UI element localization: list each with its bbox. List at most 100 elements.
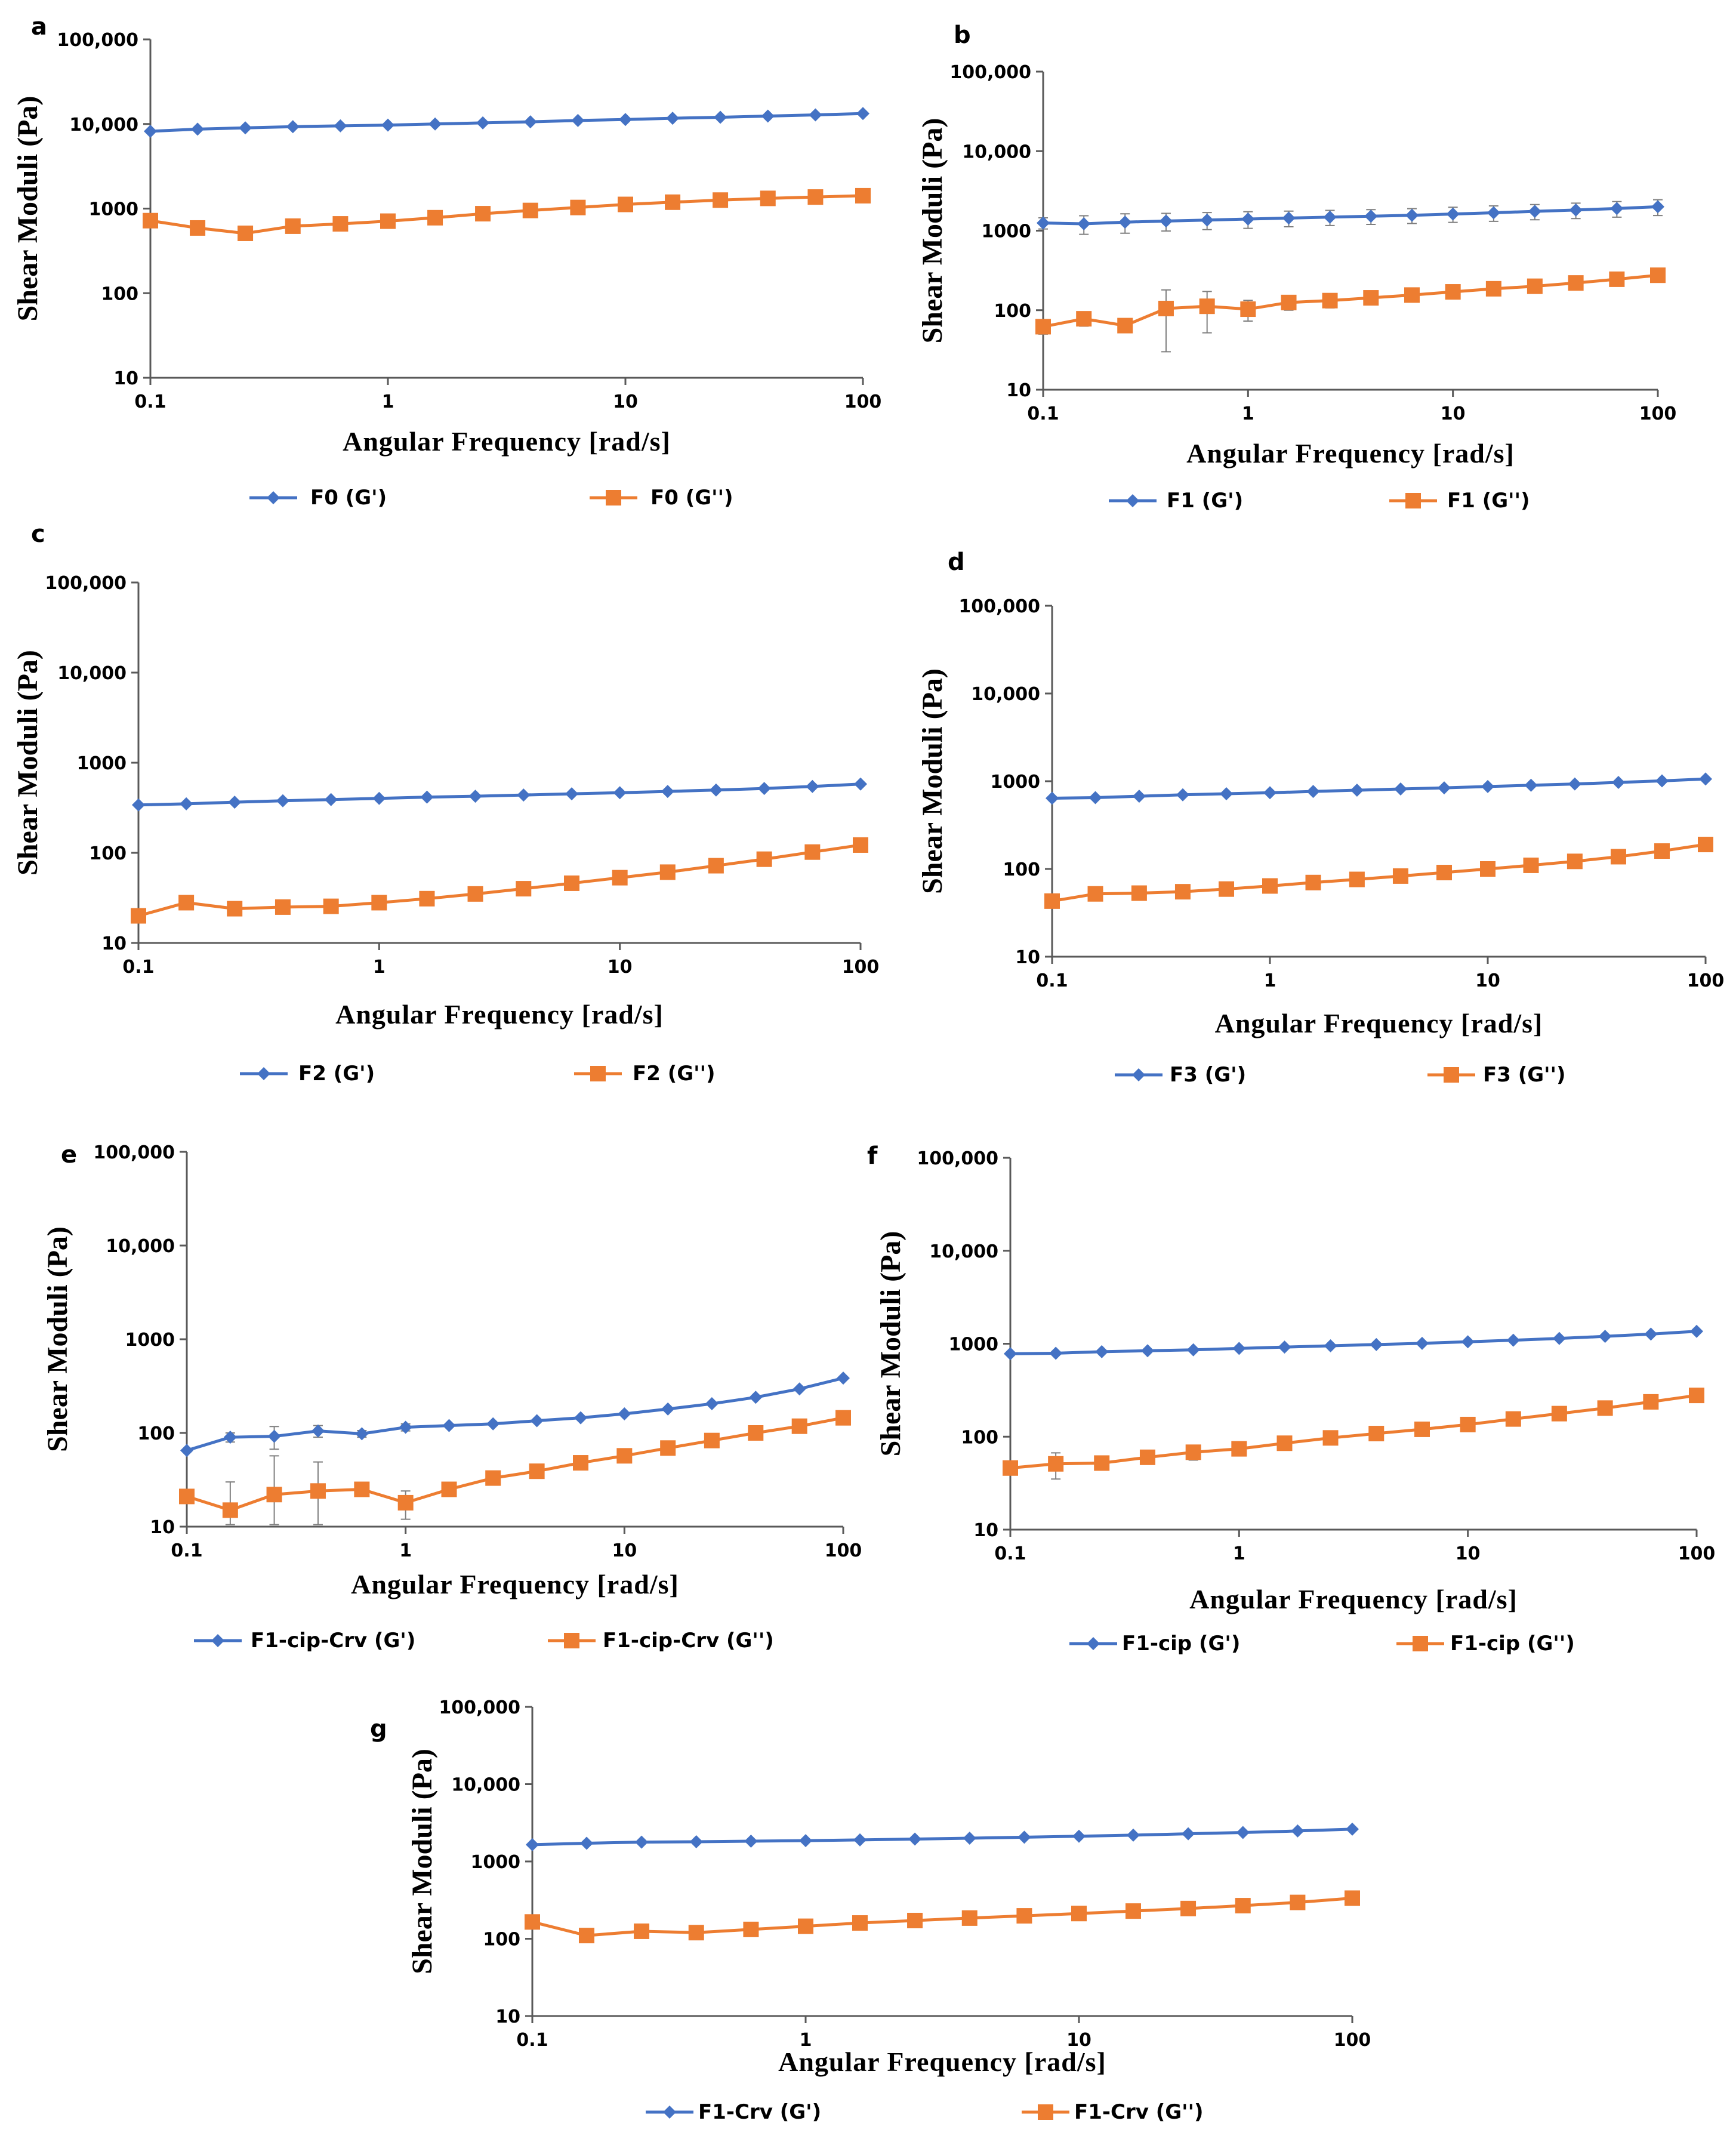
data-point [178,895,195,911]
y-tick-label: 1000 [77,753,127,774]
data-point [475,206,491,222]
y-tick-label: 100,000 [57,30,138,51]
data-point [1568,275,1584,291]
chart-panel-b: b 10 100 1000 10,000 100,000 0.1 1 10 100 Shear Mo… [917,21,1676,513]
legend-label: F0 (G'') [650,486,733,510]
data-point [1132,790,1146,803]
x-tick-label: 1 [1233,1543,1245,1564]
data-point [618,196,633,212]
x-axis-title: Angular Frequency [rad/s] [335,999,664,1029]
data-point [1485,281,1501,297]
data-point [1690,1324,1703,1338]
y-tick-label: 100,000 [949,62,1031,83]
series-line [532,1897,1353,1937]
data-point [1392,868,1408,884]
series-g-double-prime [525,1890,1360,1944]
y-tick-label: 100 [101,283,138,304]
legend-label: F1 (G'') [1447,489,1530,513]
data-point [1126,1828,1140,1842]
data-point [1071,1906,1087,1922]
x-axis-title: Angular Frequency [rad/s] [1215,1008,1543,1038]
legend-label: F1-cip (G') [1122,1632,1240,1656]
y-tick-label: 100,000 [439,1697,520,1718]
data-point [427,209,443,226]
data-point [1524,778,1538,792]
data-point [441,1481,457,1497]
legend-marker [211,1634,224,1647]
data-point [689,1835,703,1848]
data-point [525,1914,540,1930]
data-point [1322,1430,1339,1446]
data-point [1118,215,1132,229]
legend-label: F2 (G') [298,1062,375,1086]
x-tick-label: 100 [825,1540,862,1561]
data-point [618,1407,631,1420]
data-point [1404,287,1420,303]
data-point [517,788,531,802]
data-point [659,864,676,880]
data-point [1180,1900,1197,1916]
x-tick-label: 1 [382,392,394,412]
legend-entry: F2 (G'') [574,1062,716,1086]
data-point [1046,791,1059,805]
x-tick-label: 100 [844,392,882,412]
series-line [1043,205,1658,226]
legend-label: F2 (G'') [633,1062,716,1086]
data-point [1505,1411,1521,1427]
series-g-prime [180,1371,850,1457]
data-point [1446,207,1460,221]
panel-letter: g [370,1715,387,1743]
data-point [807,189,824,205]
data-point [238,225,254,241]
series-g-double-prime [131,837,868,924]
data-point [144,124,157,138]
data-point [1076,311,1092,327]
data-point [1324,1339,1337,1352]
data-point [222,1502,238,1518]
data-point [565,787,579,801]
data-point [1004,1347,1017,1361]
series-line [186,1376,844,1452]
legend-marker [663,2106,676,2119]
chart-panel-d: d 10 100 1000 10,000 100,000 0.1 1 10 100 Shear Mo… [917,548,1724,1087]
data-point [1199,298,1215,315]
x-tick-label: 10 [612,1540,637,1561]
y-tick-label: 10 [973,1520,998,1541]
data-point [1609,271,1625,287]
data-point [714,110,727,124]
data-point [131,908,146,924]
data-point [476,116,490,130]
data-point [190,220,206,236]
data-point [1414,1421,1430,1437]
y-tick-label: 100 [994,301,1031,322]
data-point [523,115,537,129]
series-g-prime [132,777,867,812]
data-point [749,1391,763,1404]
series-g-double-prime [179,1410,851,1525]
x-tick-label: 100 [1678,1543,1716,1564]
data-point [143,212,158,229]
data-point [1276,1435,1293,1451]
data-point [371,895,387,911]
legend-marker [1413,1636,1428,1651]
y-tick-label: 10 [495,2006,520,2027]
y-tick-label: 100 [1003,859,1040,880]
data-point [1016,1908,1032,1924]
y-axis-title: Shear Moduli (Pa) [917,668,948,894]
series-line [1010,1330,1697,1355]
chart-panel-f: f 10 100 1000 10,000 100,000 0.1 1 10 100 Shear Mo… [867,1142,1715,1656]
data-point [354,1481,370,1497]
y-tick-label: 10,000 [69,115,138,135]
y-axis-title: Shear Moduli (Pa) [42,1226,73,1452]
y-tick-label: 100 [89,843,127,864]
data-point [666,112,680,125]
legend-entry: F1-Crv (G') [646,2100,821,2124]
legend-entry: F1-cip (G'') [1396,1632,1575,1656]
data-point [837,1371,850,1385]
x-axis-title: Angular Frequency [rad/s] [778,2046,1106,2077]
data-point [1527,278,1543,294]
y-axis-title: Shear Moduli (Pa) [406,1749,438,1974]
data-point [635,1835,649,1849]
legend-entry: F3 (G') [1115,1063,1246,1087]
data-point [579,1836,593,1850]
